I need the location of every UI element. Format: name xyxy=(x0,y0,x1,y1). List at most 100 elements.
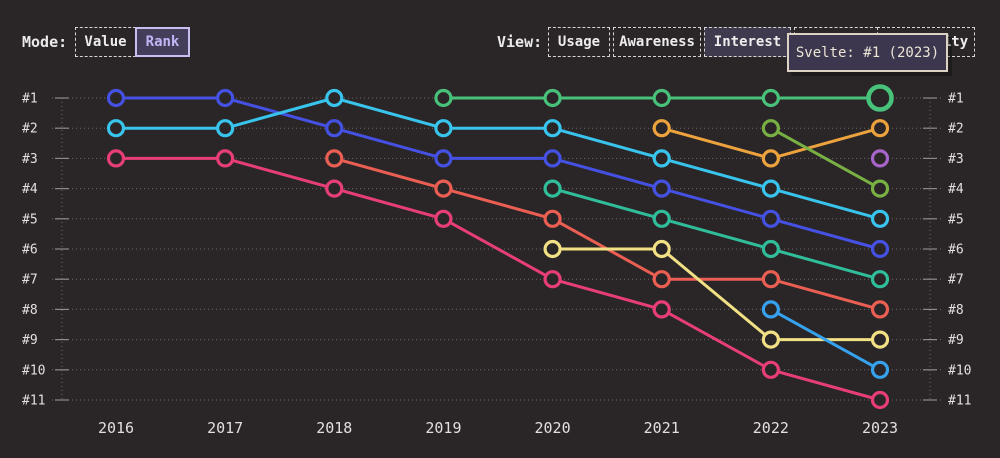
data-point[interactable] xyxy=(761,149,780,168)
rank-label-right: #10 xyxy=(948,363,971,378)
data-point[interactable] xyxy=(325,119,344,138)
data-point[interactable] xyxy=(652,209,671,228)
data-point[interactable] xyxy=(870,179,890,198)
data-point[interactable] xyxy=(761,360,780,379)
series-line-red-orange xyxy=(332,156,882,311)
rank-label-left: #2 xyxy=(22,122,38,137)
data-point[interactable] xyxy=(652,149,671,168)
data-point[interactable] xyxy=(870,270,890,289)
rank-label-right: #8 xyxy=(948,303,964,318)
year-label: 2023 xyxy=(862,419,898,437)
data-point[interactable] xyxy=(761,88,780,108)
data-point[interactable] xyxy=(216,149,235,168)
year-label: 2018 xyxy=(316,419,352,437)
data-point[interactable] xyxy=(652,270,671,289)
mode-button-value[interactable]: Value xyxy=(75,27,136,57)
data-point[interactable] xyxy=(761,239,780,259)
data-point[interactable] xyxy=(325,149,344,168)
view-button-usage[interactable]: Usage xyxy=(548,27,610,57)
series-points-olive xyxy=(761,119,890,198)
series-line-olive xyxy=(769,126,882,191)
data-point[interactable] xyxy=(870,119,890,138)
data-point[interactable] xyxy=(543,179,562,198)
data-point[interactable] xyxy=(652,300,671,319)
data-point[interactable] xyxy=(870,239,890,259)
data-point[interactable] xyxy=(434,88,453,108)
rank-label-right: #3 xyxy=(948,152,964,167)
view-label: View: xyxy=(497,33,543,51)
data-point[interactable] xyxy=(870,209,890,228)
data-point[interactable] xyxy=(434,149,453,168)
rank-label-left: #4 xyxy=(22,182,38,197)
data-point[interactable] xyxy=(761,209,780,228)
rank-label-right: #5 xyxy=(948,212,964,227)
series-line-cyan xyxy=(114,96,882,221)
rank-label-left: #11 xyxy=(22,394,45,409)
rank-label-right: #11 xyxy=(948,394,971,409)
series-line-sky-blue xyxy=(769,307,882,372)
data-point[interactable] xyxy=(106,149,126,168)
series-line-royal-blue xyxy=(114,96,882,251)
data-point[interactable] xyxy=(761,119,780,138)
data-point[interactable] xyxy=(652,119,671,138)
tooltip-text: Svelte: #1 (2023) xyxy=(795,44,940,61)
series-points-svelte xyxy=(434,84,894,112)
rank-label-left: #1 xyxy=(22,92,38,107)
rank-label-left: #10 xyxy=(22,363,45,378)
data-point[interactable] xyxy=(106,119,126,138)
year-label: 2019 xyxy=(425,419,461,437)
rank-label-right: #1 xyxy=(948,92,964,107)
data-point[interactable] xyxy=(434,179,453,198)
year-label: 2020 xyxy=(535,419,571,437)
tooltip: Svelte: #1 (2023) xyxy=(787,33,948,72)
rank-label-right: #6 xyxy=(948,243,964,258)
data-point[interactable] xyxy=(870,330,890,349)
series-points-pink xyxy=(106,149,890,410)
series-line-teal xyxy=(551,187,882,281)
data-point[interactable] xyxy=(652,179,671,198)
data-point[interactable] xyxy=(652,239,671,259)
series-points-sky-blue xyxy=(761,300,890,379)
data-point[interactable] xyxy=(761,330,780,349)
data-point[interactable] xyxy=(216,88,235,108)
data-point[interactable] xyxy=(106,88,126,108)
view-button-awareness[interactable]: Awareness xyxy=(613,27,701,57)
data-point[interactable] xyxy=(870,360,890,379)
data-point[interactable] xyxy=(216,119,235,138)
mode-button-rank[interactable]: Rank xyxy=(135,27,190,57)
data-point[interactable] xyxy=(870,149,890,168)
rank-label-left: #3 xyxy=(22,152,38,167)
data-point[interactable] xyxy=(434,209,453,228)
data-point[interactable] xyxy=(543,88,562,108)
view-button-interest[interactable]: Interest xyxy=(704,27,791,57)
series-points-purple xyxy=(870,149,890,168)
data-point[interactable] xyxy=(543,209,562,228)
series-line-pink xyxy=(114,156,882,402)
rank-label-right: #2 xyxy=(948,122,964,137)
rank-label-right: #7 xyxy=(948,273,964,288)
series-points-teal xyxy=(543,179,890,289)
data-point[interactable] xyxy=(325,179,344,198)
data-point[interactable] xyxy=(870,390,890,410)
rank-label-left: #6 xyxy=(22,243,38,258)
data-point[interactable] xyxy=(434,119,453,138)
data-point[interactable] xyxy=(543,119,562,138)
year-label: 2022 xyxy=(753,419,789,437)
series-points-yellow xyxy=(543,239,890,349)
data-point[interactable] xyxy=(325,88,344,108)
data-point[interactable] xyxy=(761,300,780,319)
data-point[interactable] xyxy=(652,88,671,108)
data-point[interactable] xyxy=(543,239,562,259)
data-point[interactable] xyxy=(543,149,562,168)
mode-label: Mode: xyxy=(22,33,68,51)
data-point[interactable] xyxy=(870,300,890,319)
data-point[interactable] xyxy=(761,270,780,289)
rank-label-left: #5 xyxy=(22,212,38,227)
series-points-royal-blue xyxy=(106,88,890,259)
rank-label-left: #9 xyxy=(22,333,38,348)
highlighted-data-point[interactable] xyxy=(866,84,894,112)
rank-label-right: #4 xyxy=(948,182,964,197)
data-point[interactable] xyxy=(543,270,562,289)
data-point[interactable] xyxy=(761,179,780,198)
